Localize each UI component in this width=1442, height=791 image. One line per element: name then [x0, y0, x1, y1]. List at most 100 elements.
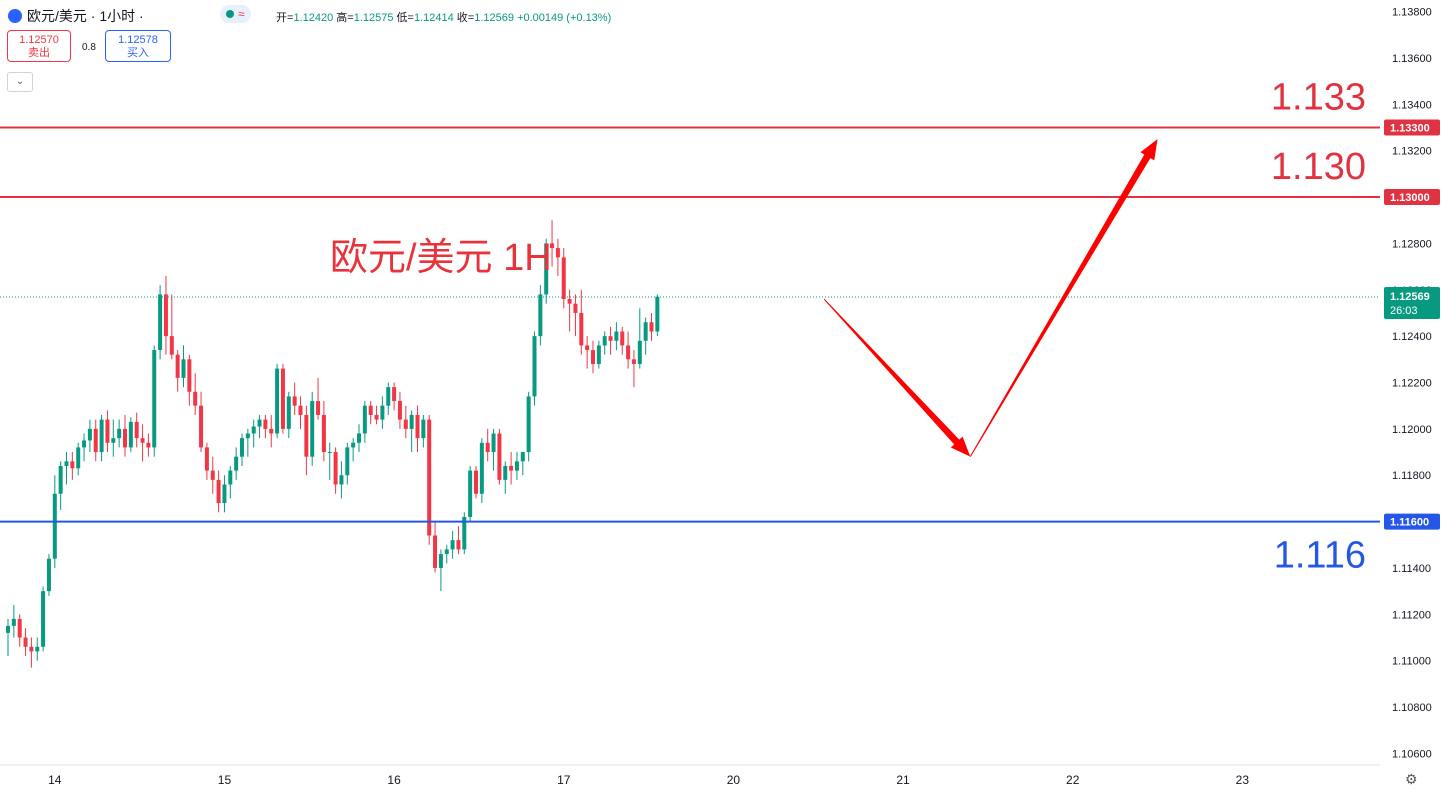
y-tick-label: 1.13400	[1392, 99, 1432, 111]
y-tick-label: 1.13200	[1392, 146, 1432, 158]
candle-body	[11, 618, 16, 626]
close-label: 收=	[456, 12, 475, 24]
candle-body	[210, 470, 215, 480]
candle-body	[286, 396, 291, 429]
globe-icon	[8, 9, 22, 23]
buy-label: 买入	[127, 47, 149, 59]
candle-body	[468, 470, 473, 517]
candle-body	[140, 438, 145, 443]
candle-body	[280, 368, 285, 429]
ohlc-readout: 开=1.12420 高=1.12575 低=1.12414 收=1.12569 …	[276, 9, 611, 25]
candlestick-series	[6, 220, 660, 668]
candle-body	[555, 248, 560, 258]
y-tick-label: 1.11400	[1392, 563, 1431, 575]
candle-body	[134, 421, 139, 439]
level-price-badge	[1384, 189, 1440, 206]
candle-body	[327, 452, 332, 454]
x-tick-label: 16	[387, 773, 401, 787]
candle-body	[474, 470, 478, 494]
candle-body	[193, 391, 198, 406]
candle-body	[567, 299, 572, 304]
candle-body	[456, 540, 461, 550]
countdown-label: 26:03	[1390, 305, 1418, 317]
candle-body	[509, 465, 514, 471]
candle-body	[351, 442, 356, 448]
candle-body	[520, 452, 525, 462]
candle-body	[444, 549, 449, 555]
candle-body	[228, 470, 233, 485]
candle-body	[497, 433, 502, 480]
settings-icon[interactable]: ⚙	[1405, 771, 1418, 787]
y-tick-label: 1.13800	[1392, 7, 1432, 19]
candle-body	[204, 447, 209, 471]
candle-body	[275, 368, 280, 434]
candle-body	[485, 442, 490, 453]
low-label: 低=	[396, 12, 414, 24]
x-tick-label: 17	[557, 773, 571, 787]
wave-icon: ≈	[238, 7, 245, 21]
candle-body	[362, 405, 367, 434]
candle-body	[298, 405, 303, 415]
candle-body	[234, 456, 239, 471]
candle-body	[333, 452, 338, 485]
candle-body	[6, 625, 10, 633]
candle-body	[649, 322, 654, 332]
collapse-button[interactable]: ⌄	[7, 72, 33, 92]
candle-body	[339, 475, 344, 485]
candle-body	[620, 331, 625, 346]
candle-body	[175, 354, 180, 378]
candle-body	[304, 414, 309, 457]
candle-body	[111, 438, 116, 443]
level-annotation: 1.130	[1271, 146, 1366, 188]
candle-body	[321, 414, 326, 453]
buy-button[interactable]: 1.12578 买入	[105, 30, 171, 62]
candle-body	[427, 419, 432, 536]
close-value: 1.12569	[474, 12, 514, 24]
candle-body	[82, 440, 87, 448]
y-tick-label: 1.10800	[1392, 702, 1432, 714]
price-levels: 1.133 1.130 1.116	[0, 77, 1380, 577]
candle-body	[368, 405, 373, 415]
candle-body	[222, 484, 227, 504]
candle-body	[491, 433, 496, 453]
market-status[interactable]: ≈	[220, 5, 251, 23]
candle-body	[58, 465, 63, 494]
x-tick-label: 22	[1066, 773, 1080, 787]
x-tick-label: 23	[1236, 773, 1250, 787]
candle-body	[163, 294, 168, 337]
symbol-title[interactable]: 欧元/美元 · 1小时 ·	[27, 8, 144, 24]
y-tick-label: 1.12200	[1392, 378, 1432, 390]
sell-button[interactable]: 1.12570 卖出	[7, 30, 71, 62]
open-value: 1.12420	[293, 12, 334, 24]
candle-body	[643, 322, 648, 341]
candle-body	[70, 461, 75, 469]
level-price-badge	[1384, 119, 1440, 136]
candle-body	[585, 345, 590, 351]
candle-body	[544, 243, 549, 295]
change-value: +0.00149 (+0.13%)	[517, 12, 612, 24]
forecast-arrow	[823, 298, 971, 457]
candle-body	[637, 340, 642, 364]
candle-body	[374, 414, 379, 420]
candle-body	[573, 303, 578, 313]
candle-body	[152, 350, 157, 448]
symbol-header: 欧元/美元 · 1小时 ·	[8, 6, 144, 26]
y-axis: 1.13800 1.13600 1.13400 1.13200 1.13000 1.128…	[1380, 0, 1442, 791]
candle-body	[240, 438, 244, 457]
candle-body	[380, 405, 385, 420]
candle-body	[438, 554, 443, 568]
x-axis: 14 15 16 17 20 21 22 23	[0, 764, 1380, 787]
y-axis-background	[1380, 0, 1442, 791]
candle-body	[117, 428, 122, 439]
candle-body	[216, 479, 221, 504]
candle-body	[64, 461, 69, 466]
candle-body	[421, 419, 426, 439]
candle-body	[76, 447, 81, 469]
level-price-label: 1.11600	[1390, 517, 1429, 529]
candle-body	[158, 294, 163, 351]
spread-value: 0.8	[82, 42, 96, 53]
high-label: 高=	[336, 12, 354, 24]
candle-body	[52, 493, 57, 559]
candle-body	[608, 336, 613, 341]
